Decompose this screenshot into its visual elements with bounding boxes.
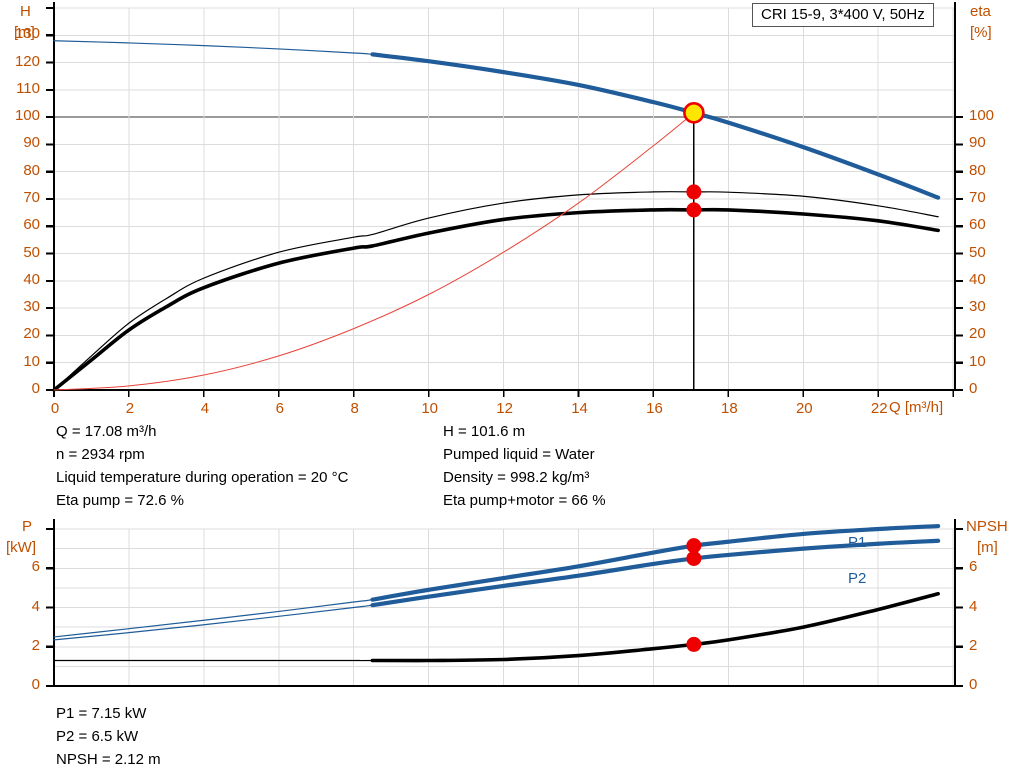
axis-tick-label: 2 [969,636,978,654]
axis-tick-label: 14 [571,400,588,417]
bottom-y-left-unit: [kW] [6,539,36,556]
axis-tick-label: 60 [23,216,40,234]
top-x-axis-label: Q [m³/h] [889,399,944,416]
axis-tick-label: 70 [969,189,986,206]
duty-marker-red [686,550,702,566]
info-h: H = 101.6 m [443,423,526,440]
axis-tick-label: 16 [646,400,663,417]
info-q: Q = 17.08 m³/h [56,423,157,440]
bottom-y-right-unit: [m] [977,539,998,556]
axis-tick-label: 6 [969,558,978,576]
curve-thick-blue [370,52,941,200]
curve-thin-blue [53,40,939,199]
axis-tick-label: 10 [969,352,986,370]
axis-tick-label: 20 [23,325,40,343]
curve-thin-red [53,112,695,391]
axis-tick-label: 130 [14,25,40,43]
power-npsh-chart [46,519,963,688]
axis-tick-label: 40 [23,270,40,288]
axis-tick-label: 4 [31,597,40,615]
axis-tick-label: 10 [23,352,40,370]
info-pumped-liquid: Pumped liquid = Water [443,446,595,463]
curve-label-p2: P2 [848,570,867,587]
bottom-y-left-title: P [22,518,33,535]
axis-tick-label: 30 [969,298,986,316]
axis-tick-label: 0 [50,400,60,417]
axis-tick-label: 2 [31,636,40,654]
axis-tick-label: 4 [969,597,978,615]
axis-tick-label: 20 [969,325,986,343]
top-y-left-title: H [20,3,31,20]
axis-tick-label: 60 [969,216,986,234]
curve-thick-black [370,591,940,663]
duty-marker-red [686,184,702,200]
curve-label-p1: P1 [848,534,867,551]
axis-tick-label: 100 [969,107,995,125]
axis-tick-label: 18 [721,400,738,417]
axis-tick-label: 120 [14,52,40,70]
axis-tick-label: 110 [16,79,40,97]
axis-tick-label: 0 [969,380,978,397]
curve-thick-black [52,207,940,392]
axis-tick-label: 50 [969,243,986,261]
duty-marker-red [686,538,702,554]
axis-tick-label: 8 [350,400,359,417]
bottom-y-right-title: NPSH [966,518,1008,535]
axis-tick-label: 70 [23,189,40,206]
info-eta-pump-motor: Eta pump+motor = 66 % [443,492,606,509]
curve-thin-blue [53,525,939,638]
axis-tick-label: 90 [23,134,40,152]
axis-tick-label: 0 [969,676,978,693]
axis-tick-label: 10 [421,400,439,417]
axis-tick-label: 80 [23,161,40,179]
axis-tick-label: 0 [31,380,40,397]
curve-thin-black [53,191,939,391]
top-y-left-unit: [m] [14,24,35,41]
curve-thick-blue [370,538,941,608]
info-eta-pump: Eta pump = 72.6 % [56,492,184,509]
info-density: Density = 998.2 kg/m³ [443,469,590,486]
head-efficiency-chart [46,2,963,397]
axis-tick-label: 40 [969,270,986,288]
axis-tick-label: 30 [23,298,40,316]
axis-tick-label: 6 [31,558,40,576]
info-p1: P1 = 7.15 kW [56,705,147,722]
info-n: n = 2934 rpm [56,446,145,463]
curve-thick-blue [370,523,941,602]
axis-tick-label: 50 [23,243,40,261]
duty-marker-red [686,202,702,218]
axis-tick-label: 12 [496,400,513,417]
axis-tick-label: 6 [275,400,284,417]
axis-tick-label: 22 [870,400,888,417]
duty-point-marker[interactable] [683,101,705,124]
info-npsh: NPSH = 2.12 m [56,751,161,768]
axis-tick-label: 20 [795,400,813,417]
pump-title-box: CRI 15-9, 3*400 V, 50Hz [752,3,934,27]
axis-tick-label: 4 [200,400,210,417]
top-y-right-title: eta [970,3,991,20]
axis-tick-label: 80 [969,161,986,179]
info-p2: P2 = 6.5 kW [56,728,139,745]
axis-tick-label: 90 [969,134,986,152]
duty-marker-red [686,636,702,652]
info-liquid-temperature: Liquid temperature during operation = 20… [56,469,349,486]
axis-tick-label: 100 [14,107,40,125]
axis-tick-label: 0 [31,676,40,693]
axis-tick-label: 2 [125,400,135,417]
top-y-right-unit: [%] [970,24,992,41]
